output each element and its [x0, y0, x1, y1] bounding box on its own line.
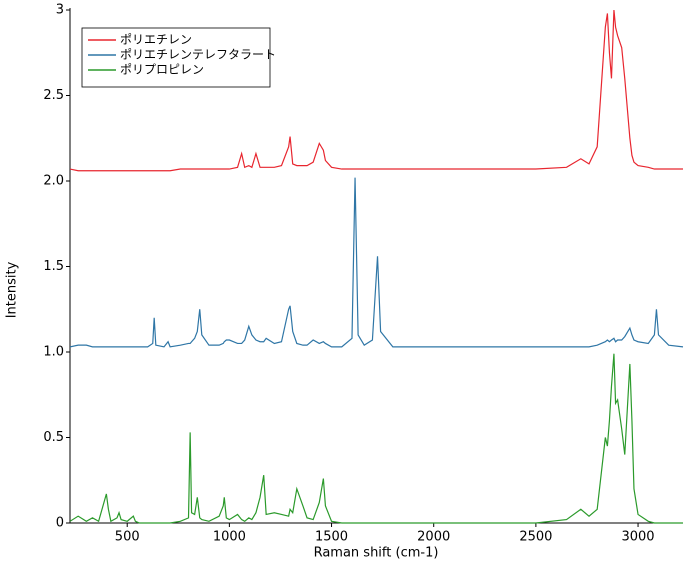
x-tick-label: 3000 — [621, 530, 654, 545]
series-line — [70, 9, 683, 172]
series-line — [70, 353, 683, 524]
legend-box — [81, 27, 271, 88]
y-tick-label: 2.0 — [43, 174, 64, 189]
x-tick-label: 2000 — [417, 530, 450, 545]
y-tick-label: 3 — [56, 3, 64, 18]
x-tick-label: 1500 — [315, 530, 348, 545]
x-tick-label: 1000 — [213, 530, 246, 545]
legend-label: ポリプロピレン — [120, 63, 204, 77]
x-axis-title: Raman shift (cm-1) — [314, 546, 439, 561]
legend-label: ポリエチレンテレフタラート — [120, 48, 276, 62]
y-axis-title: Intensity — [5, 261, 20, 318]
legend-label: ポリエチレン — [120, 33, 192, 47]
y-tick-label: 1.5 — [43, 259, 64, 274]
y-tick-label: 0.5 — [43, 430, 64, 445]
y-tick-label: 2.5 — [43, 88, 64, 103]
series-line — [70, 177, 684, 348]
y-tick-label: 1.0 — [43, 345, 64, 360]
x-tick-label: 500 — [115, 530, 140, 545]
x-tick-label: 2500 — [519, 530, 552, 545]
y-tick-label: 0 — [56, 516, 64, 531]
